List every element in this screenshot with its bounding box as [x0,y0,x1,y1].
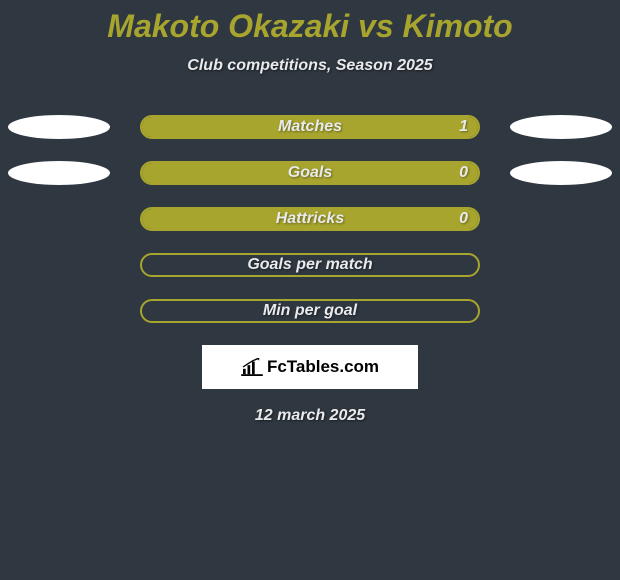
stat-value: 1 [459,118,468,136]
chart-icon [241,358,263,376]
stat-label: Goals [288,164,332,182]
stat-label: Hattricks [276,210,344,228]
player-marker-right [510,161,612,185]
stat-row: Goals per match [0,253,620,277]
stat-label: Matches [278,118,342,136]
stat-row: Hattricks 0 [0,207,620,231]
stat-bar: Hattricks 0 [140,207,480,231]
stat-row: Min per goal [0,299,620,323]
stat-label: Goals per match [247,256,372,274]
stat-row: Matches 1 [0,115,620,139]
stats-rows: Matches 1 Goals 0 Hattricks 0 Goals per match M… [0,115,620,323]
stat-value: 0 [459,210,468,228]
stat-bar: Goals 0 [140,161,480,185]
branding-text: FcTables.com [267,357,379,377]
stat-bar: Goals per match [140,253,480,277]
branding-badge: FcTables.com [202,345,418,389]
stat-value: 0 [459,164,468,182]
player-marker-left [8,161,110,185]
stat-bar: Min per goal [140,299,480,323]
stat-row: Goals 0 [0,161,620,185]
stat-label: Min per goal [263,302,357,320]
player-marker-right [510,115,612,139]
page-title: Makoto Okazaki vs Kimoto [0,0,620,45]
player-marker-left [8,115,110,139]
stat-bar: Matches 1 [140,115,480,139]
subtitle: Club competitions, Season 2025 [0,57,620,75]
footer-date: 12 march 2025 [0,407,620,425]
